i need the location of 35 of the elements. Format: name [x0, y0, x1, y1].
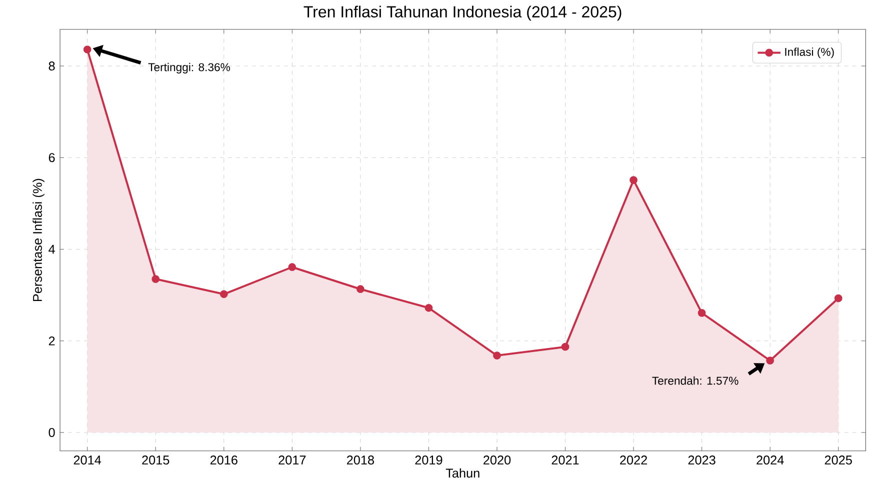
- point: [561, 342, 570, 351]
- legend-label: Inflasi (%): [785, 47, 834, 58]
- point: [698, 308, 706, 317]
- annotation: Terendah: 1.57%: [652, 376, 738, 385]
- x-tick-label: 2014: [74, 455, 102, 464]
- x-tick-label: 2023: [688, 455, 716, 464]
- x-axis-title: Tahun: [446, 468, 480, 478]
- chart-title: Tren Inflasi Tahunan Indonesia (2014 - 2025): [304, 6, 622, 21]
- point: [424, 304, 433, 312]
- x-tick-label: 2024: [756, 455, 784, 464]
- y-tick-label: 0: [48, 428, 55, 437]
- point: [493, 352, 501, 360]
- y-tick-label: 4: [48, 244, 55, 254]
- y-tick-label: 6: [48, 153, 55, 162]
- y-axis-title: Persentase Inflasi (%): [32, 178, 44, 301]
- y-tick-label: 2: [48, 336, 55, 346]
- y-tick-label: 8: [48, 61, 55, 70]
- x-tick-label: 2025: [824, 455, 852, 464]
- point: [288, 263, 296, 271]
- x-tick-label: 2022: [620, 455, 647, 464]
- point: [152, 275, 160, 283]
- point: [630, 176, 638, 184]
- x-tick-label: 2019: [415, 455, 442, 464]
- x-tick-label: 2020: [484, 455, 511, 464]
- annotation: Tertinggi: 8.36%: [148, 62, 230, 74]
- x-tick-label: 2021: [552, 455, 579, 464]
- x-tick-label: 2017: [278, 455, 306, 464]
- x-tick-label: 2015: [142, 455, 170, 464]
- point: [83, 45, 92, 54]
- point: [356, 285, 364, 293]
- point: [834, 294, 842, 302]
- point: [766, 356, 774, 364]
- x-tick-label: 2018: [346, 455, 374, 464]
- x-tick-label: 2016: [210, 455, 238, 464]
- point: [220, 290, 228, 298]
